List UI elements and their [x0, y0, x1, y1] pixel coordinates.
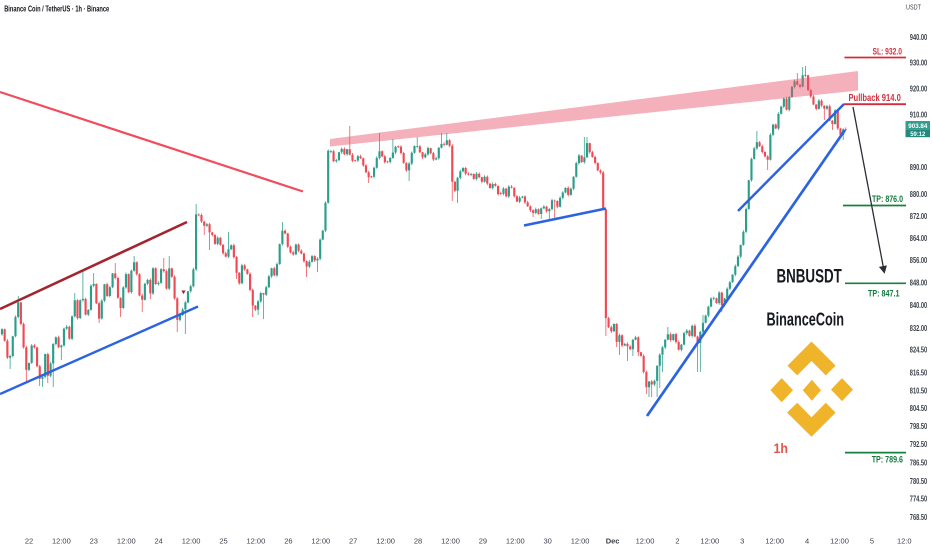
- svg-text:1h: 1h: [774, 441, 789, 456]
- svg-text:BinanceCoin: BinanceCoin: [767, 309, 845, 330]
- svg-text:Dec: Dec: [606, 537, 620, 546]
- svg-text:12:00: 12:00: [571, 537, 590, 546]
- svg-text:930.00: 930.00: [910, 59, 928, 68]
- svg-text:12:00: 12:00: [182, 537, 201, 546]
- svg-text:856.00: 856.00: [910, 256, 928, 265]
- svg-text:864.00: 864.00: [910, 234, 928, 243]
- svg-text:12:00: 12:00: [311, 537, 330, 546]
- svg-text:910.00: 910.00: [910, 111, 928, 120]
- svg-text:2: 2: [675, 537, 679, 546]
- svg-text:12:00: 12:00: [765, 537, 784, 546]
- svg-text:SL: 932.0: SL: 932.0: [873, 47, 903, 58]
- svg-text:TP: 847.1: TP: 847.1: [868, 289, 900, 299]
- svg-text:903.84: 903.84: [908, 123, 927, 130]
- svg-text:30: 30: [544, 537, 552, 546]
- svg-text:920.00: 920.00: [910, 85, 928, 94]
- svg-text:824.50: 824.50: [910, 346, 928, 355]
- svg-text:12:00: 12:00: [700, 537, 719, 546]
- svg-text:3: 3: [740, 537, 744, 546]
- svg-text:59:12: 59:12: [910, 131, 926, 138]
- svg-text:4: 4: [805, 537, 809, 546]
- svg-text:27: 27: [349, 537, 357, 546]
- svg-text:880.00: 880.00: [910, 190, 928, 199]
- svg-text:BNBUSDT: BNBUSDT: [777, 267, 843, 288]
- svg-text:12:00: 12:00: [247, 537, 266, 546]
- svg-text:816.50: 816.50: [910, 369, 928, 378]
- svg-text:786.50: 786.50: [910, 458, 928, 467]
- svg-text:12:00: 12:00: [117, 537, 136, 546]
- svg-text:12:00: 12:00: [52, 537, 71, 546]
- svg-text:832.00: 832.00: [910, 324, 928, 333]
- svg-text:24: 24: [155, 537, 163, 546]
- svg-text:840.00: 840.00: [910, 301, 928, 310]
- svg-text:28: 28: [414, 537, 422, 546]
- svg-text:890.00: 890.00: [910, 163, 928, 172]
- svg-text:23: 23: [90, 537, 98, 546]
- svg-text:Pullback 914.0: Pullback 914.0: [849, 93, 902, 104]
- svg-text:25: 25: [219, 537, 227, 546]
- svg-text:798.50: 798.50: [910, 422, 928, 431]
- svg-text:12:0: 12:0: [897, 537, 912, 546]
- svg-text:12:00: 12:00: [441, 537, 460, 546]
- svg-text:848.00: 848.00: [910, 279, 928, 288]
- svg-text:29: 29: [479, 537, 487, 546]
- svg-text:792.50: 792.50: [910, 440, 928, 449]
- svg-text:774.50: 774.50: [910, 495, 928, 504]
- svg-text:810.50: 810.50: [910, 386, 928, 395]
- svg-text:940.00: 940.00: [910, 33, 928, 42]
- svg-text:12:00: 12:00: [506, 537, 525, 546]
- svg-text:TP: 789.6: TP: 789.6: [872, 455, 903, 465]
- svg-text:12:00: 12:00: [636, 537, 655, 546]
- svg-text:22: 22: [25, 537, 33, 546]
- svg-text:872.00: 872.00: [910, 212, 928, 221]
- svg-text:USDT: USDT: [906, 3, 921, 12]
- svg-text:Binance Coin / TetherUS · 1h ·: Binance Coin / TetherUS · 1h · Binance: [4, 5, 109, 14]
- svg-text:780.50: 780.50: [910, 477, 928, 486]
- svg-text:804.50: 804.50: [910, 404, 928, 413]
- svg-text:5: 5: [870, 537, 874, 546]
- svg-text:12:00: 12:00: [830, 537, 849, 546]
- svg-text:26: 26: [284, 537, 292, 546]
- svg-text:768.50: 768.50: [910, 513, 928, 522]
- svg-text:TP: 876.0: TP: 876.0: [872, 194, 903, 204]
- svg-text:12:00: 12:00: [376, 537, 395, 546]
